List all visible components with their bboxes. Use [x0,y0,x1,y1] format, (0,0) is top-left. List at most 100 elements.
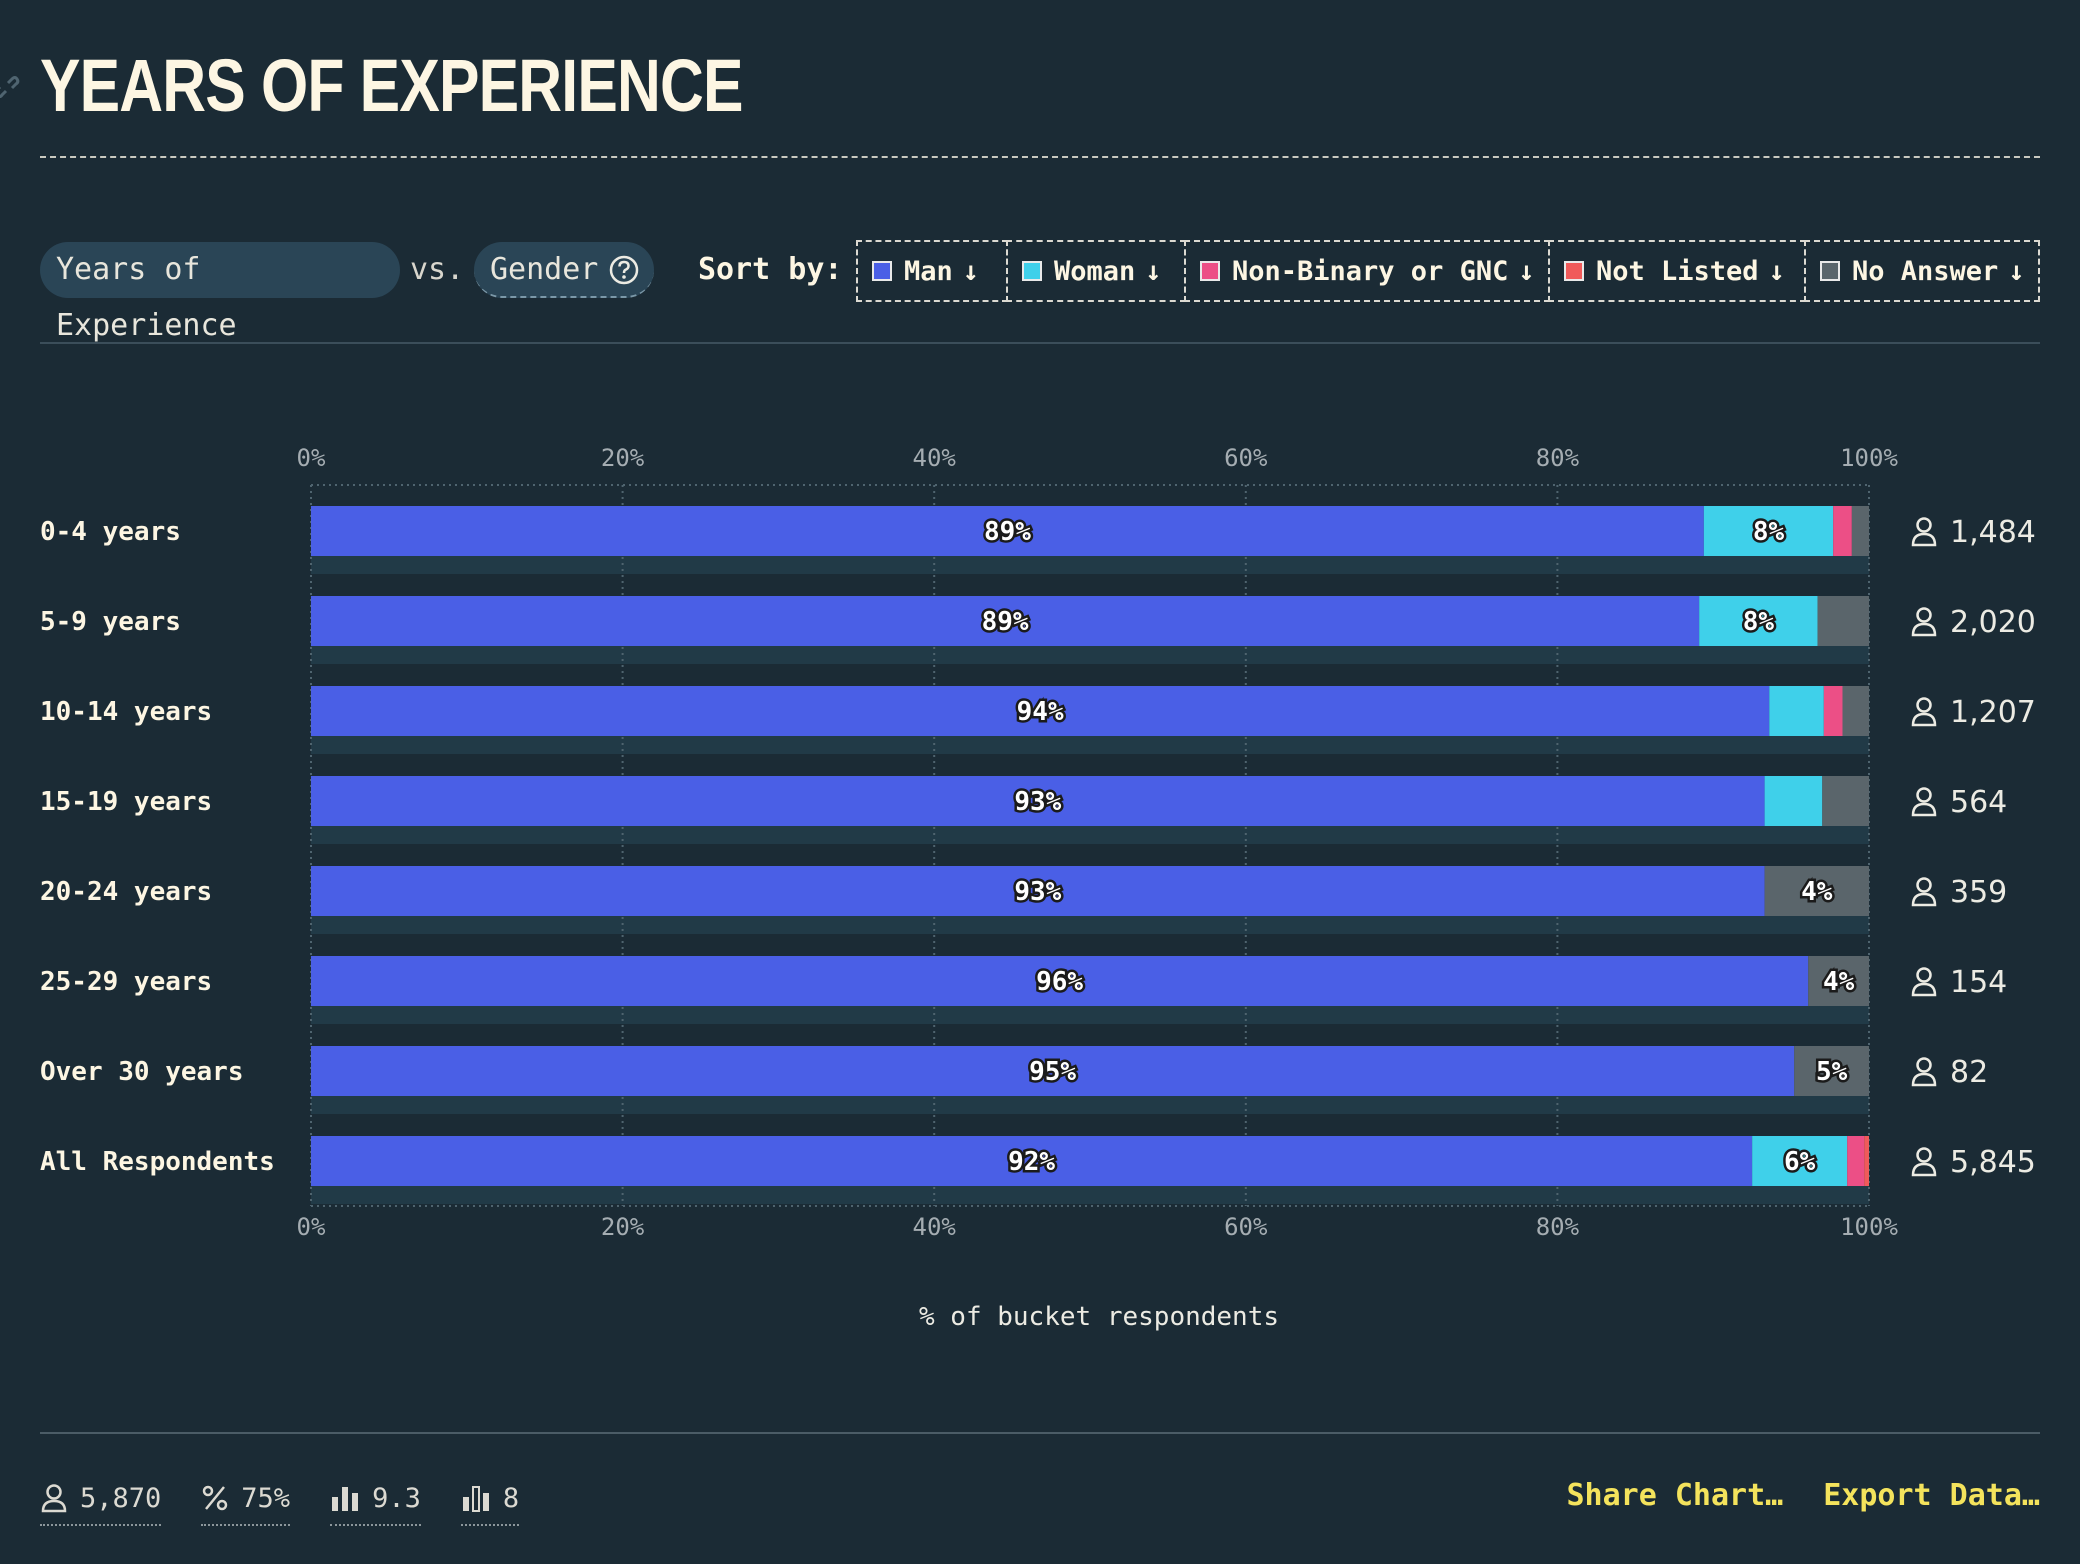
average-stat[interactable]: 9.3 [330,1476,421,1526]
bar-data-label: 8% [1743,607,1775,637]
export-data-button[interactable]: Export Data… [1823,1478,2040,1513]
stacked-bar-chart: 0% 0% 20% 20% 40% 40% 60% 60% 80% 80% 100% 100% 0-4 … [40,444,2036,1332]
row-label: 10-14 years [40,697,212,727]
bar-segment [311,1046,1795,1096]
bar-segment [311,866,1765,916]
average-value: 9.3 [372,1482,421,1514]
bar-data-label: 96% [1036,967,1083,997]
title-divider [40,156,2040,158]
arrow-down-icon: ↓ [1518,255,1535,287]
person-icon [1916,517,1932,533]
sort-button-woman[interactable]: Woman ↓ [1006,240,1186,302]
respondents-stat[interactable]: 5,870 [40,1476,162,1526]
sort-button-no-answer[interactable]: No Answer ↓ [1804,240,2040,302]
bar-data-label: 93% [1014,787,1061,817]
respondent-count: 359 [1950,875,2007,910]
bar-segment [1833,506,1852,556]
sort-button-label: Not Listed [1596,255,1759,287]
respondent-count: 1,207 [1950,695,2036,730]
x-tick-label-bottom: 80% [1536,1213,1580,1241]
bar-segment [1769,686,1824,736]
row-band [311,1096,1869,1114]
bar-segment [1794,1046,1869,1096]
bar-segment [311,776,1765,826]
person-icon [1916,697,1932,713]
bar-data-label: 92% [1008,1147,1055,1177]
respondent-count: 82 [1950,1055,1988,1090]
bar-data-label: 4% [1823,967,1855,997]
row-label: 5-9 years [40,607,181,637]
row-band [311,916,1869,934]
person-icon [1916,1057,1932,1073]
row-band [311,646,1869,664]
respondent-count: 5,845 [1950,1145,2036,1180]
bar-chart-icon [332,1487,359,1511]
row-band [311,1006,1869,1024]
bar-segment [311,506,1704,556]
row-label: Over 30 years [40,1057,244,1087]
x-tick-label-top: 60% [1224,444,1268,472]
x-tick-label-bottom: 20% [601,1213,645,1241]
compare-selector-label: Gender [490,252,599,287]
bar-data-label: 95% [1029,1057,1076,1087]
x-tick-label-bottom: 100% [1840,1213,1898,1241]
x-axis-title: % of bucket respondents [919,1302,1279,1332]
share-chart-button[interactable]: Share Chart… [1566,1478,1784,1513]
help-icon[interactable] [608,254,640,286]
completion-stat[interactable]: 75% [201,1476,291,1526]
sort-button-non-binary[interactable]: Non-Binary or GNC ↓ [1184,240,1550,302]
respondents-value: 5,870 [80,1482,162,1514]
x-tick-label-top: 20% [601,444,645,472]
chart-actions: Share Chart… Export Data… [1527,1478,2041,1513]
arrow-down-icon: ↓ [1768,255,1785,287]
bar-chart-outline-icon [462,1486,489,1512]
sort-button-group: Man ↓ Woman ↓ Non-Binary or GNC ↓ Not Li… [856,240,2040,302]
person-icon [1911,1072,1937,1087]
bar-data-label: 4% [1801,877,1833,907]
bar-segment [311,596,1700,646]
completion-value: 75% [241,1482,291,1514]
chart-controls: Years of Experience vs. Gender Sort by: … [40,240,2040,343]
bar-segment [1703,506,1834,556]
bar-segment [1699,596,1818,646]
x-tick-label-top: 0% [297,444,326,472]
arrow-down-icon: ↓ [962,255,980,287]
person-icon [1916,787,1932,803]
footer-divider [40,1432,2040,1434]
bar-segment [1764,776,1823,826]
man-swatch [872,261,892,281]
x-tick-label-top: 100% [1840,444,1898,472]
bar-segment [1842,686,1869,736]
respondent-count: 2,020 [1950,605,2036,640]
bar-data-label: 93% [1014,877,1061,907]
sort-button-not-listed[interactable]: Not Listed ↓ [1548,240,1806,302]
row-band [311,826,1869,844]
person-icon [1916,967,1932,983]
buckets-stat[interactable]: 8 [460,1476,520,1526]
bar-segment [311,1136,1753,1186]
person-icon [1911,532,1937,547]
sort-button-man[interactable]: Man ↓ [856,240,1008,302]
x-tick-label-bottom: 40% [913,1213,957,1241]
bar-segment [311,686,1770,736]
dimension-selector[interactable]: Years of Experience [40,242,400,343]
row-label: 0-4 years [40,517,181,547]
person-icon [41,1484,67,1513]
person-icon [1911,1162,1937,1177]
row-label: All Respondents [40,1147,275,1177]
person-icon [1916,877,1932,893]
x-tick-label-top: 40% [913,444,957,472]
woman-swatch [1022,261,1042,281]
compare-selector[interactable]: Gender [474,242,654,298]
bar-segment [311,956,1809,1006]
bar-data-label: 94% [1017,697,1064,727]
link-icon[interactable] [0,72,20,98]
sort-by-label: Sort by: [698,252,843,287]
bar-data-label: 89% [982,607,1029,637]
bar-segment [1823,686,1843,736]
chart-stats: 5,870 75% 9.3 8 [40,1476,559,1526]
person-icon [1911,712,1937,727]
buckets-value: 8 [502,1482,520,1514]
person-icon [1916,1147,1932,1163]
page-title: YEARS OF EXPERIENCE [40,44,743,127]
